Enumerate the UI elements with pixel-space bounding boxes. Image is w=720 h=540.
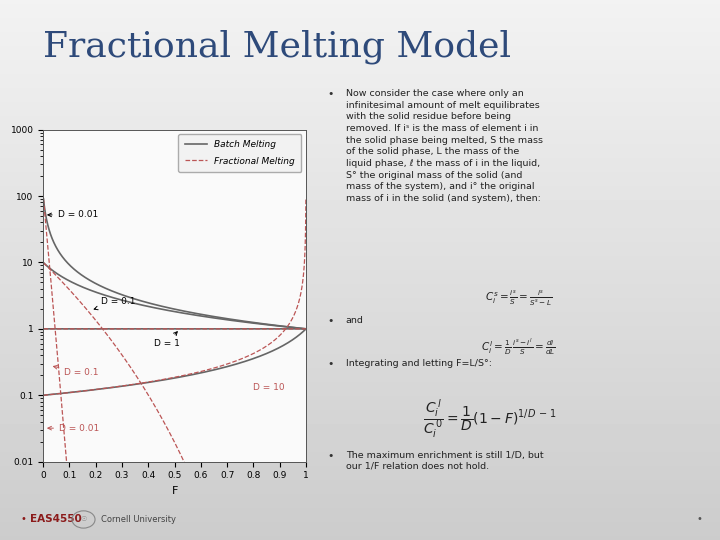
Text: D = 0.01: D = 0.01	[48, 424, 99, 433]
Text: The maximum enrichment is still 1/D, but
our 1/F relation does not hold.: The maximum enrichment is still 1/D, but…	[346, 451, 543, 470]
Text: ☉: ☉	[81, 516, 86, 523]
Text: EAS4550: EAS4550	[30, 515, 82, 524]
Text: Now consider the case where only an
infinitesimal amount of melt equilibrates
wi: Now consider the case where only an infi…	[346, 89, 543, 203]
Text: Fractional Melting Model: Fractional Melting Model	[43, 30, 511, 64]
Text: Integrating and letting F=L/S°:: Integrating and letting F=L/S°:	[346, 359, 492, 368]
Text: D = 0.1: D = 0.1	[53, 366, 99, 377]
X-axis label: F: F	[171, 486, 178, 496]
Text: $C_i^s = \frac{i^s}{S} = \frac{i^s}{S^s - L}$: $C_i^s = \frac{i^s}{S} = \frac{i^s}{S^s …	[485, 289, 552, 308]
Legend: Batch Melting, Fractional Melting: Batch Melting, Fractional Melting	[179, 134, 302, 172]
Text: Cornell University: Cornell University	[101, 515, 176, 524]
Text: D = 0.01: D = 0.01	[48, 211, 98, 219]
Text: D = 1: D = 1	[153, 332, 179, 348]
Text: •: •	[328, 359, 334, 369]
Text: D = 10: D = 10	[253, 383, 285, 392]
Text: •: •	[328, 451, 334, 461]
Text: •: •	[20, 515, 26, 524]
Text: •: •	[697, 515, 703, 524]
Text: $C_i^l = \frac{1}{D}\,\frac{i^s - i^l}{S} = \frac{di}{dL}$: $C_i^l = \frac{1}{D}\,\frac{i^s - i^l}{S…	[481, 338, 556, 357]
Text: $\dfrac{C_i^{\,l}}{C_i^{\,0}} = \dfrac{1}{D}(1-F)^{1/D\,-\,1}$: $\dfrac{C_i^{\,l}}{C_i^{\,0}} = \dfrac{1…	[423, 397, 557, 440]
Text: D = 0.1: D = 0.1	[94, 297, 135, 310]
Text: •: •	[328, 316, 334, 326]
Text: •: •	[328, 89, 334, 99]
Text: and: and	[346, 316, 364, 325]
